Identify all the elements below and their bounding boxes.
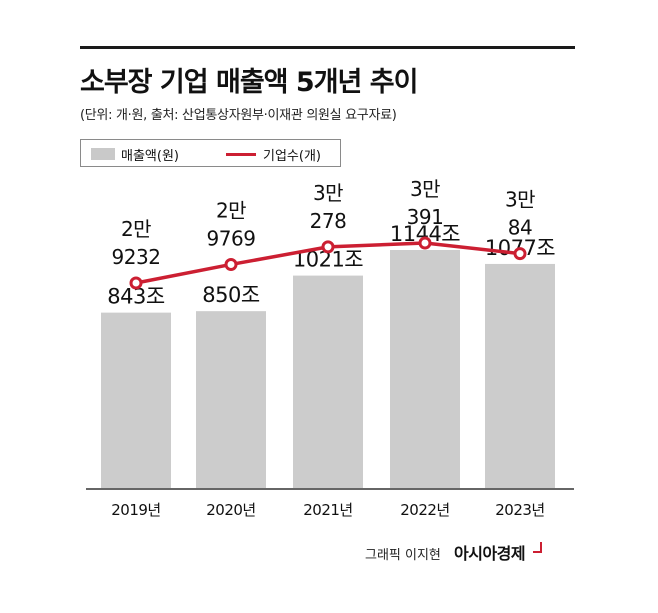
- legend-line-label: 기업수(개): [263, 149, 321, 164]
- bar-value-label-2: 850조: [202, 283, 260, 307]
- line-label-bottom-2: 9769: [207, 226, 256, 250]
- x-tick-label-4: 2022년: [400, 501, 449, 519]
- line-label-bottom-1: 9232: [112, 245, 161, 269]
- top-rule: [80, 46, 575, 49]
- bar-2: [196, 311, 266, 488]
- line-label-bottom-4: 391: [407, 205, 444, 229]
- legend: 매출액(원) 기업수(개): [80, 139, 341, 167]
- line-label-bottom-5: 84: [508, 216, 532, 240]
- legend-bar-swatch: [91, 148, 115, 160]
- x-tick-label-2: 2020년: [206, 501, 255, 519]
- line-point-5: [513, 247, 527, 261]
- legend-bar-label: 매출액(원): [121, 149, 179, 164]
- x-tick-label-1: 2019년: [111, 501, 160, 519]
- bar-5: [485, 263, 555, 488]
- line-label-top-3: 3만: [313, 181, 343, 205]
- line-label-top-4: 3만: [410, 177, 440, 201]
- chart-title: 소부장 기업 매출액 5개년 추이: [80, 67, 418, 98]
- line-point-3: [321, 240, 335, 254]
- chart-subtitle: (단위: 개·원, 출처: 산업통상자원부·이재관 의원실 요구자료): [80, 108, 397, 123]
- line-point-2: [224, 257, 238, 271]
- x-tick-label-3: 2021년: [303, 501, 352, 519]
- line-label-top-1: 2만: [121, 217, 151, 241]
- line-label-top-5: 3만: [505, 188, 535, 212]
- bar-1: [101, 312, 171, 488]
- brand-mark-icon: [533, 542, 543, 553]
- x-tick-label-5: 2023년: [495, 501, 544, 519]
- line-label-bottom-3: 278: [310, 209, 347, 233]
- bar-3: [293, 275, 363, 488]
- line-point-1: [129, 276, 143, 290]
- credit-brand: 아시아경제: [454, 544, 526, 563]
- line-point-4: [418, 236, 432, 250]
- legend-line-swatch: [226, 153, 256, 156]
- bar-4: [390, 250, 460, 488]
- credit-author: 그래픽 이지현: [365, 548, 441, 563]
- line-label-top-2: 2만: [216, 198, 246, 222]
- credit: 그래픽 이지현 아시아경제: [365, 540, 543, 564]
